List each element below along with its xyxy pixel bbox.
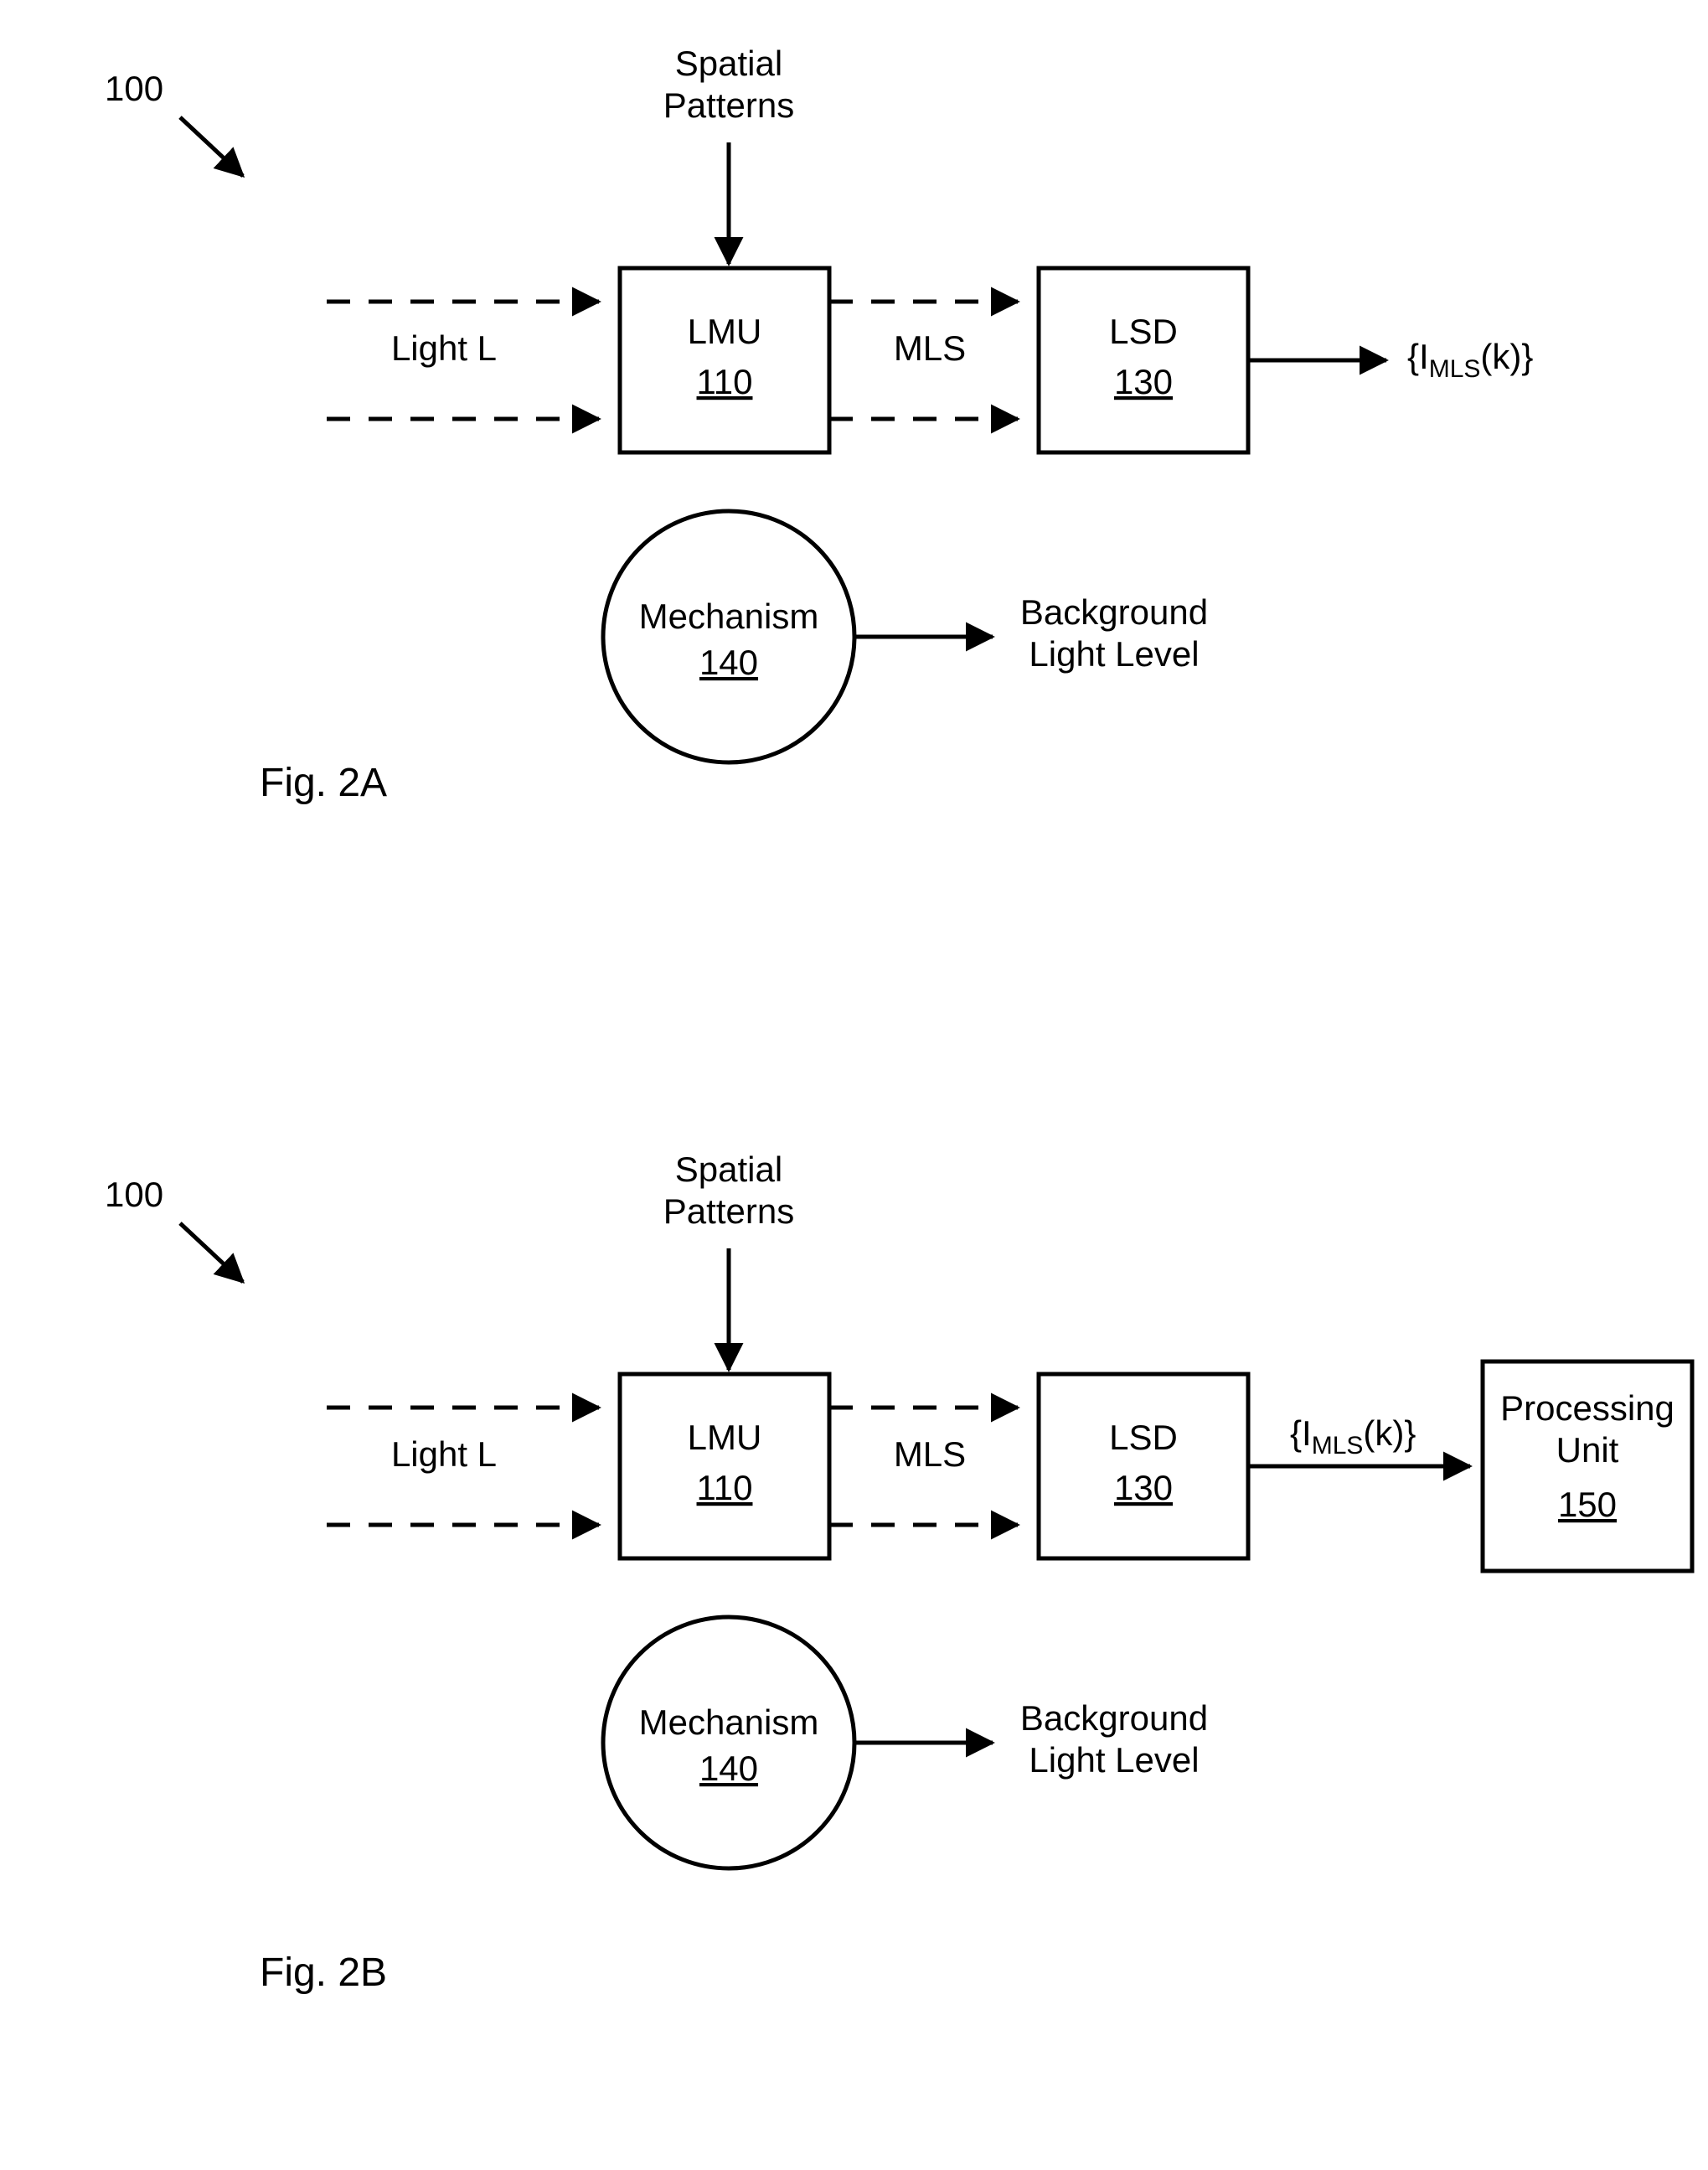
svg-text:Light L: Light L	[391, 328, 497, 368]
svg-text:100: 100	[105, 1175, 163, 1214]
svg-text:Light Level: Light Level	[1029, 1740, 1199, 1780]
svg-text:LMU: LMU	[688, 1418, 762, 1457]
svg-text:Spatial: Spatial	[675, 44, 782, 83]
svg-text:Light L: Light L	[391, 1434, 497, 1474]
svg-text:Patterns: Patterns	[663, 1191, 794, 1231]
svg-text:130: 130	[1114, 362, 1173, 401]
svg-text:MLS: MLS	[894, 328, 966, 368]
svg-text:LMU: LMU	[688, 312, 762, 351]
svg-text:Spatial: Spatial	[675, 1150, 782, 1189]
svg-text:Unit: Unit	[1556, 1430, 1619, 1470]
svg-text:Light Level: Light Level	[1029, 634, 1199, 674]
svg-text:Fig. 2B: Fig. 2B	[260, 1950, 387, 1995]
svg-text:{IMLS(k)}: {IMLS(k)}	[1407, 337, 1533, 383]
svg-text:Mechanism: Mechanism	[639, 1702, 819, 1742]
svg-text:LSD: LSD	[1109, 1418, 1178, 1457]
svg-text:LSD: LSD	[1109, 312, 1178, 351]
svg-text:140: 140	[699, 643, 758, 682]
figure-2a: 100 SpatialPatterns Light L LMU 110 MLS LSD 130…	[105, 44, 1533, 805]
svg-text:150: 150	[1558, 1485, 1617, 1524]
svg-text:130: 130	[1114, 1468, 1173, 1507]
svg-text:Background: Background	[1020, 1698, 1208, 1738]
lsd-box: LSD 130	[1039, 1374, 1248, 1558]
svg-text:140: 140	[699, 1749, 758, 1788]
svg-text:Processing: Processing	[1500, 1388, 1674, 1428]
processing-unit-box: ProcessingUnit 150	[1483, 1361, 1692, 1571]
svg-text:Background: Background	[1020, 592, 1208, 632]
figure-2b: 100 SpatialPatterns Light L LMU 110 MLS LSD 130…	[105, 1150, 1692, 1995]
svg-text:{IMLS(k)}: {IMLS(k)}	[1290, 1413, 1416, 1460]
svg-text:Mechanism: Mechanism	[639, 597, 819, 636]
svg-text:Fig. 2A: Fig. 2A	[260, 761, 387, 805]
svg-text:110: 110	[697, 362, 753, 401]
lmu-box: LMU 110	[620, 1374, 829, 1558]
mechanism-circle	[603, 1617, 854, 1868]
mechanism-circle	[603, 511, 854, 762]
lsd-box: LSD 130	[1039, 268, 1248, 452]
svg-text:Patterns: Patterns	[663, 85, 794, 125]
svg-text:MLS: MLS	[894, 1434, 966, 1474]
lmu-box: LMU 110	[620, 268, 829, 452]
svg-text:100: 100	[105, 69, 163, 108]
svg-text:110: 110	[697, 1468, 753, 1507]
